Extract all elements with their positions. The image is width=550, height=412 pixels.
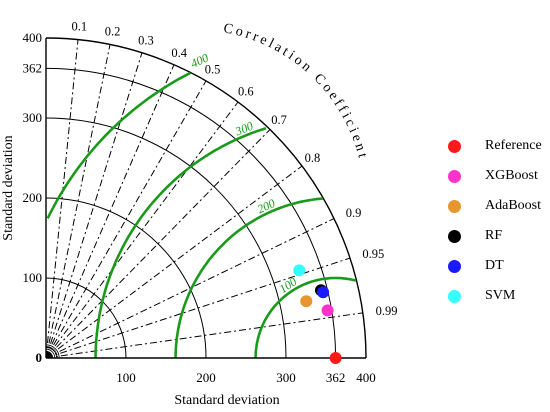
correlation-ray: [45, 39, 79, 359]
legend-item-reference: Reference: [440, 136, 550, 156]
legend-label: DT: [485, 258, 504, 273]
correlation-ray: [45, 218, 335, 359]
correlation-ray: [45, 44, 111, 359]
rms-contour: [46, 71, 191, 219]
x-tick-label: 400: [356, 370, 376, 385]
correlation-tick-label: 0.5: [205, 63, 221, 77]
correlation-tick-label: 0.2: [105, 25, 121, 39]
correlation-tick-label: 0.9: [346, 206, 362, 220]
point-svm: [293, 264, 306, 277]
rms-contour-label: 400: [188, 51, 210, 71]
legend-swatch: [448, 289, 461, 303]
legend-label: SVM: [485, 288, 516, 303]
y-tick-label: 400: [23, 30, 43, 45]
correlation-tick-label: 0.4: [171, 46, 187, 60]
correlation-tick-label: 0.99: [376, 304, 398, 318]
legend-label: Reference: [485, 138, 542, 153]
legend-swatch: [448, 229, 461, 243]
legend-label: AdaBoost: [485, 198, 541, 213]
tick-labels: 0.1 0.2 0.3 0.4 0.5 0.6 0.7 0.8 0.9 0.95 0.99 0 100 2…: [23, 20, 398, 385]
legend-label: RF: [485, 228, 503, 243]
legend-label: XGBoost: [485, 168, 538, 183]
legend-swatch: [448, 199, 461, 213]
y-tick-label: 100: [23, 270, 43, 285]
x-tick-label: 100: [116, 370, 136, 385]
origin-arc: [45, 344, 60, 359]
axes: [45, 38, 366, 359]
std-arc: [45, 37, 367, 359]
correlation-ray: [45, 52, 143, 359]
rms-contour-label: 200: [255, 196, 277, 216]
correlation-ray: [45, 80, 207, 359]
correlation-ray: [45, 165, 303, 359]
legend-item-adaboost: AdaBoost: [440, 196, 550, 216]
point-adaboost: [300, 295, 313, 308]
data-points: [293, 264, 342, 364]
point-xgboost: [321, 304, 334, 317]
correlation-ray: [45, 312, 363, 359]
rms-contours: 100 200 300 400: [46, 51, 357, 358]
std-arc: [45, 197, 207, 359]
legend-swatch: [448, 139, 461, 153]
y-tick-label: 362: [23, 60, 43, 75]
correlation-ray: [45, 64, 175, 359]
std-arc: [45, 117, 287, 359]
x-axis-title: Standard deviation: [174, 393, 279, 408]
legend-swatch: [448, 169, 461, 183]
correlation-ray: [45, 129, 271, 359]
correlation-tick-label: 0.3: [138, 33, 154, 47]
point-dt: [317, 286, 330, 299]
correlation-tick-label: 0.8: [305, 151, 321, 165]
correlation-tick-label: 0.95: [362, 247, 384, 261]
y-tick-label: 300: [23, 110, 43, 125]
y-tick-label: 0: [36, 350, 43, 365]
legend-item-dt: DT: [440, 256, 550, 276]
rms-contour-label: 300: [232, 119, 255, 139]
point-reference: [329, 352, 342, 364]
legend-item-svm: SVM: [440, 286, 550, 306]
x-tick-label: 200: [196, 370, 216, 385]
y-axis-title: Standard deviation: [1, 135, 16, 240]
correlation-ray: [45, 101, 239, 359]
correlation-tick-label: 0.7: [271, 113, 287, 127]
rms-contour: [254, 276, 357, 358]
x-tick-label: 362: [326, 370, 346, 385]
legend-swatch: [448, 259, 461, 273]
y-tick-label: 200: [23, 190, 43, 205]
origin-arc: [45, 348, 56, 359]
rms-contour: [174, 197, 324, 358]
std-arc: [45, 67, 337, 359]
rms-contour: [94, 127, 267, 358]
correlation-tick-label: 0.1: [71, 20, 87, 34]
x-tick-label: 300: [276, 370, 296, 385]
legend-item-xgboost: XGBoost: [440, 166, 550, 186]
legend-item-rf: RF: [440, 226, 550, 246]
rms-contour-label: 100: [277, 274, 300, 296]
correlation-tick-label: 0.6: [238, 85, 254, 99]
